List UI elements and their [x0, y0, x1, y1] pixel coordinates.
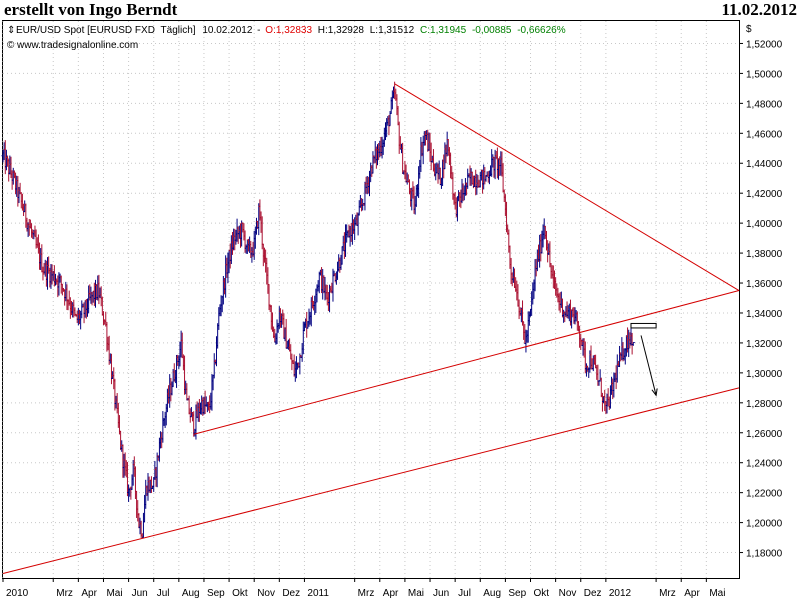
x-tick-label: Nov — [257, 588, 275, 599]
legend-last-date: 10.02.2012 — [202, 25, 252, 36]
y-tick-label: 1,26000 — [746, 429, 783, 440]
x-axis: 2010 Mrz Apr Mai Jun Jul Aug Sep Okt Nov Dez 2011 Mr… — [2, 578, 725, 599]
projection-arrow — [640, 335, 657, 396]
x-tick-label: Nov — [559, 588, 577, 599]
y-tick-label: 1,52000 — [746, 39, 783, 50]
x-tick-label: Mrz — [358, 588, 375, 599]
y-tick-label: 1,42000 — [746, 189, 783, 200]
y-tick-label: 1,28000 — [746, 399, 783, 410]
legend-interval: Täglich] — [161, 25, 196, 36]
y-tick-label: 1,46000 — [746, 129, 783, 140]
x-tick-label: Dez — [282, 588, 300, 599]
x-tick-label: Apr — [684, 588, 700, 599]
x-tick-label: Jun — [132, 588, 148, 599]
x-tick-label: Okt — [232, 588, 248, 599]
y-axis-unit: $ — [746, 24, 752, 35]
price-chart[interactable]: 1,18000 1,20000 1,22000 1,24000 1,26000 1,280… — [0, 20, 800, 600]
y-tick-label: 1,24000 — [746, 459, 783, 470]
y-tick-label: 1,32000 — [746, 339, 783, 350]
y-tick-label: 1,50000 — [746, 69, 783, 80]
legend-open: O:1,32833 — [265, 25, 312, 36]
y-tick-label: 1,22000 — [746, 489, 783, 500]
y-tick-label: 1,36000 — [746, 279, 783, 290]
x-tick-label: Mrz — [659, 588, 676, 599]
x-tick-label: Aug — [182, 588, 200, 599]
x-tick-label: Jul — [157, 588, 170, 599]
x-tick-label: Mai — [709, 588, 725, 599]
legend-close: C:1,31945 — [420, 25, 467, 36]
ohlc-bars — [1, 81, 635, 539]
legend-website: www.tradesignalonline.com — [16, 40, 138, 51]
x-tick-label: Okt — [534, 588, 550, 599]
x-tick-label: 2010 — [6, 588, 29, 599]
trendline — [394, 83, 740, 291]
x-tick-label: Mai — [106, 588, 122, 599]
y-tick-label: 1,38000 — [746, 249, 783, 260]
y-tick-label: 1,20000 — [746, 519, 783, 530]
legend-sep-1: - — [257, 25, 260, 36]
x-tick-label: Apr — [81, 588, 97, 599]
y-tick-label: 1,48000 — [746, 99, 783, 110]
target-box — [630, 322, 657, 329]
legend-low: L:1,31512 — [370, 25, 415, 36]
x-tick-label: Mrz — [56, 588, 73, 599]
y-tick-label: 1,34000 — [746, 309, 783, 320]
trendline — [193, 290, 740, 435]
copyright-icon: © — [7, 40, 15, 51]
svg-text:EUR/USD Spot [EURUSD FXD: EUR/USD Spot [EURUSD FXD Täglich] 10.02.… — [16, 25, 566, 36]
x-tick-label: Mai — [408, 588, 424, 599]
legend-change: -0,00885 — [472, 25, 512, 36]
chart-author-title: erstellt von Ingo Berndt — [4, 0, 178, 19]
y-tick-label: 1,40000 — [746, 219, 783, 230]
legend-high: H:1,32928 — [318, 25, 365, 36]
legend-box: ⇕ EUR/USD Spot [EURUSD FXD Täglich] 10.0… — [7, 25, 566, 51]
legend-instrument: EUR/USD Spot [EURUSD FXD — [16, 25, 155, 36]
legend-change-pct: -0,66626% — [517, 25, 565, 36]
instrument-icon: ⇕ — [7, 25, 15, 36]
x-tick-label: Aug — [483, 588, 501, 599]
y-tick-label: 1,30000 — [746, 369, 783, 380]
chart-date: 11.02.2012 — [721, 0, 797, 19]
chart-header: erstellt von Ingo Berndt 11.02.2012 — [0, 0, 800, 20]
y-tick-label: 1,18000 — [746, 549, 783, 560]
x-tick-label: Jul — [458, 588, 471, 599]
y-axis: 1,18000 1,20000 1,22000 1,24000 1,26000 1,280… — [739, 39, 783, 560]
x-tick-label: 2012 — [609, 588, 632, 599]
arrow-head-icon — [651, 388, 658, 397]
x-tick-label: 2011 — [307, 588, 329, 599]
x-tick-label: Dez — [584, 588, 602, 599]
trendline-annotations — [2, 83, 740, 574]
x-tick-label: Apr — [383, 588, 399, 599]
trendline — [2, 387, 740, 574]
plot-area-border — [2, 20, 740, 579]
x-tick-label: Jun — [433, 588, 449, 599]
x-tick-label: Sep — [207, 588, 225, 599]
x-tick-label: Sep — [508, 588, 526, 599]
y-tick-label: 1,44000 — [746, 159, 783, 170]
